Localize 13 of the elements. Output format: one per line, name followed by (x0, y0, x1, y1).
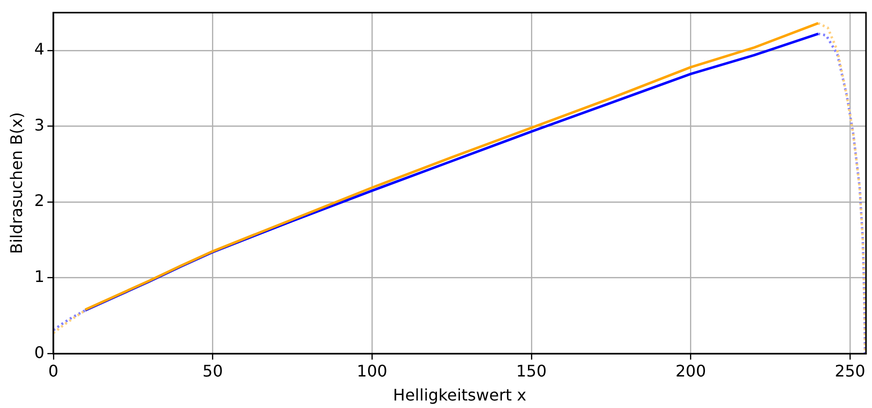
x-tick-label: 50 (202, 361, 223, 380)
y-tick-label: 4 (34, 40, 44, 59)
y-tick-label: 0 (34, 342, 44, 362)
x-tick-label: 150 (516, 361, 547, 380)
x-tick-label: 100 (356, 361, 388, 380)
y-tick-label: 1 (34, 266, 44, 286)
y-axis-title: Bildrasuchen B(x) (6, 112, 26, 254)
x-axis-title: Helligkeitswert x (393, 386, 526, 405)
x-tick-label: 250 (834, 361, 866, 380)
y-tick-label: 3 (34, 115, 44, 134)
x-tick-label: 0 (48, 361, 58, 380)
x-tick-label: 200 (675, 361, 706, 380)
y-tick-label: 2 (34, 191, 44, 210)
